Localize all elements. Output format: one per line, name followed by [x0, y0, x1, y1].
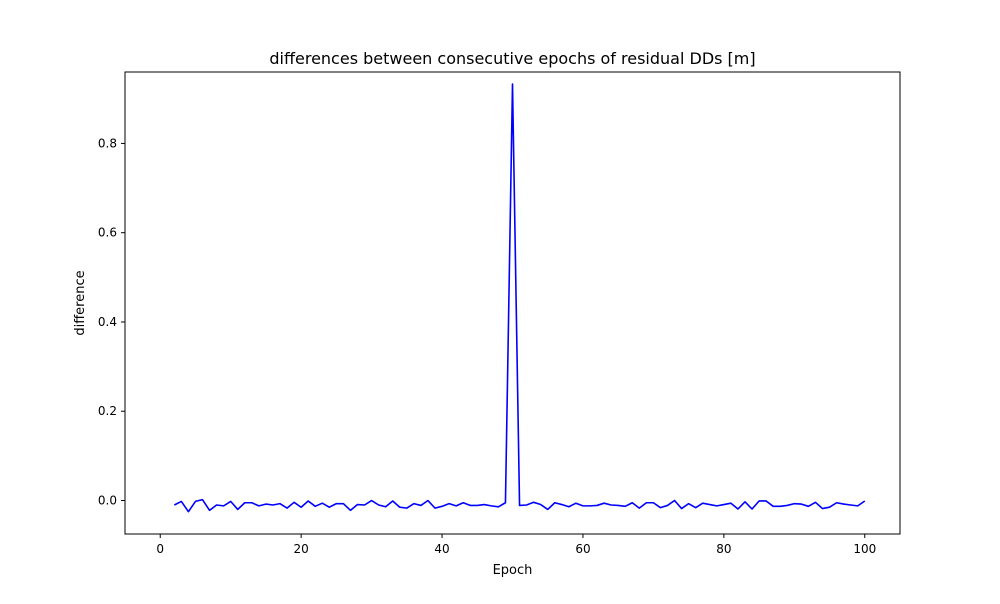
y-tick-label: 0.2: [98, 404, 117, 418]
y-tick-label: 0.8: [98, 136, 117, 150]
x-tick-label: 80: [716, 542, 731, 556]
series-line: [173, 83, 866, 513]
y-tick-label: 0.4: [98, 315, 117, 329]
y-tick-label: 0.6: [98, 226, 117, 240]
x-axis-ticks: 0 20 40 60 80 100: [156, 534, 876, 556]
plot-background: [125, 72, 900, 534]
plot-frame: [124, 71, 901, 535]
x-tick-label: 60: [575, 542, 590, 556]
x-tick-label: 0: [156, 542, 164, 556]
chart-title: differences between consecutive epochs o…: [269, 49, 755, 68]
series-layer: [173, 83, 866, 513]
y-axis-ticks: 0.0 0.2 0.4 0.6 0.8: [98, 136, 125, 508]
y-axis-label: difference: [73, 270, 88, 335]
y-tick-label: 0.0: [98, 494, 117, 508]
x-tick-label: 100: [853, 542, 876, 556]
x-tick-label: 40: [434, 542, 449, 556]
x-tick-label: 20: [293, 542, 308, 556]
x-axis-label: Epoch: [493, 563, 533, 578]
